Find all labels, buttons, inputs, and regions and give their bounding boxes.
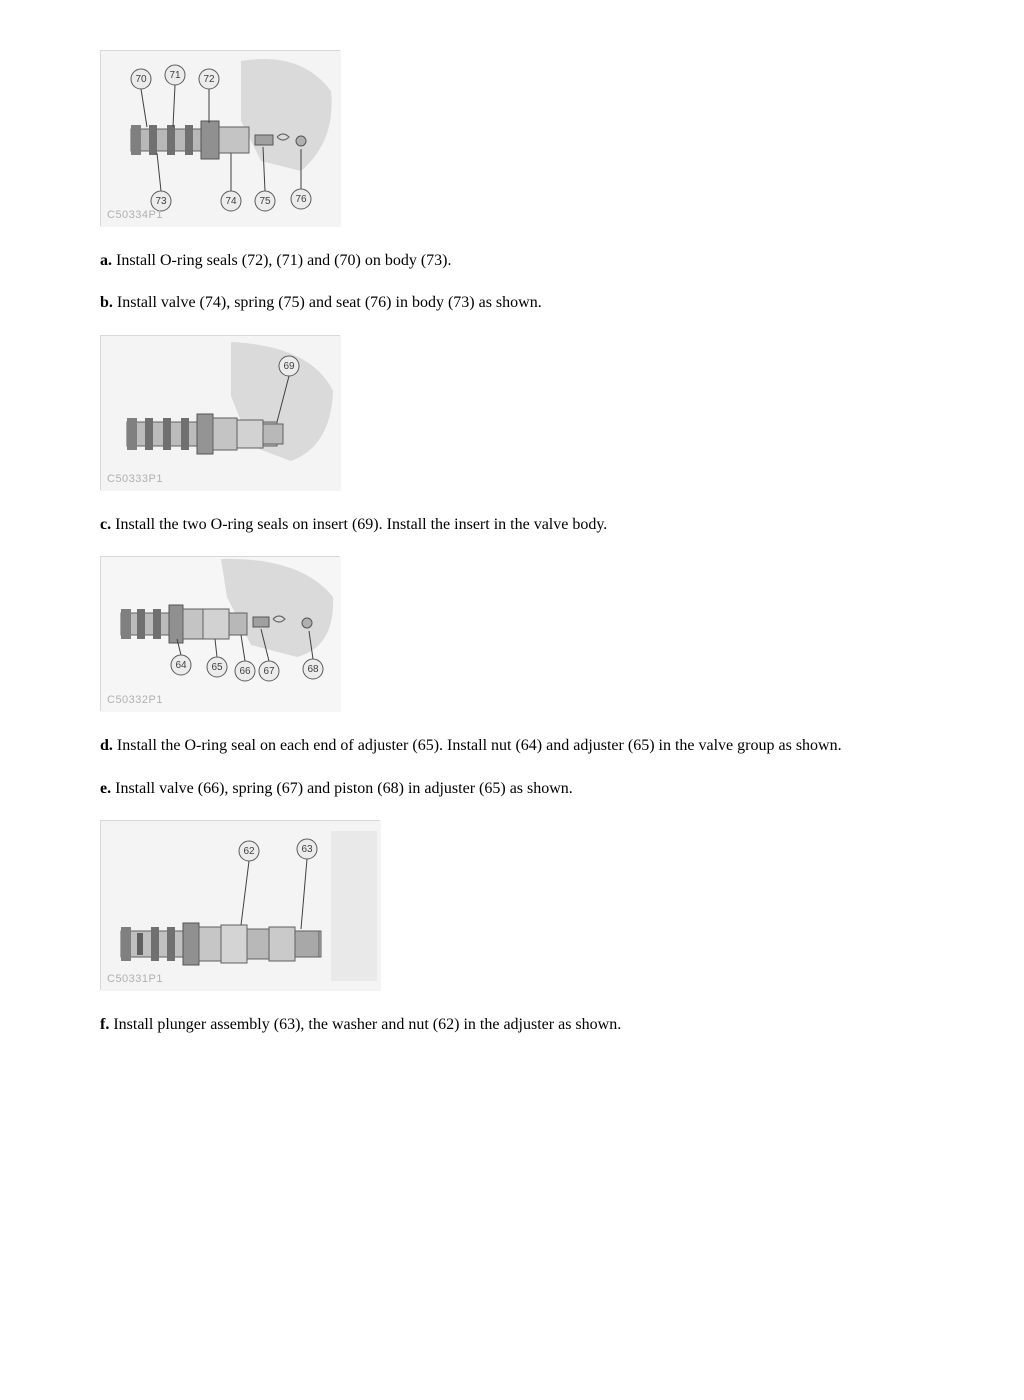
step-d: d. Install the O-ring seal on each end o…	[100, 735, 924, 757]
step-a: a. Install O-ring seals (72), (71) and (…	[100, 250, 924, 272]
figure-3-svg: 64 65 66 67 68	[101, 557, 341, 712]
step-f-text: Install plunger assembly (63), the washe…	[113, 1016, 621, 1033]
callout-73: 73	[155, 196, 167, 207]
figure-4-svg: 62 63	[101, 821, 381, 991]
callout-69: 69	[283, 361, 295, 372]
figure-4: 62 63 C50331P1	[100, 820, 380, 990]
figure-4-caption: C50331P1	[107, 973, 163, 985]
step-e: e. Install valve (66), spring (67) and p…	[100, 778, 924, 800]
callout-67: 67	[263, 666, 275, 677]
step-a-text: Install O-ring seals (72), (71) and (70)…	[116, 252, 451, 269]
figure-2-svg: 69	[101, 336, 341, 491]
callout-74: 74	[225, 196, 237, 207]
figure-2-caption: C50333P1	[107, 473, 163, 485]
figure-1: 70 71 72 73 74 75 76 C50334P1	[100, 50, 340, 226]
callout-75: 75	[259, 196, 271, 207]
step-c: c. Install the two O-ring seals on inser…	[100, 514, 924, 536]
step-f: f. Install plunger assembly (63), the wa…	[100, 1014, 924, 1036]
figure-1-caption: C50334P1	[107, 209, 163, 221]
callout-65: 65	[211, 662, 223, 673]
step-c-text: Install the two O-ring seals on insert (…	[115, 516, 607, 533]
step-d-text: Install the O-ring seal on each end of a…	[117, 737, 842, 754]
step-e-text: Install valve (66), spring (67) and pist…	[115, 780, 573, 797]
callout-66: 66	[239, 666, 251, 677]
callout-68: 68	[307, 664, 319, 675]
figure-3-caption: C50332P1	[107, 694, 163, 706]
figure-1-svg: 70 71 72 73 74 75 76	[101, 51, 341, 227]
callout-63: 63	[301, 844, 313, 855]
step-b: b. Install valve (74), spring (75) and s…	[100, 292, 924, 314]
figure-2: 69 C50333P1	[100, 335, 340, 490]
callout-76: 76	[295, 194, 307, 205]
callout-71: 71	[169, 70, 181, 81]
callout-62: 62	[243, 846, 255, 857]
step-b-text: Install valve (74), spring (75) and seat…	[117, 294, 542, 311]
callout-70: 70	[135, 74, 147, 85]
figure-3: 64 65 66 67 68 C50332P1	[100, 556, 340, 711]
callout-72: 72	[203, 74, 215, 85]
callout-64: 64	[175, 660, 187, 671]
